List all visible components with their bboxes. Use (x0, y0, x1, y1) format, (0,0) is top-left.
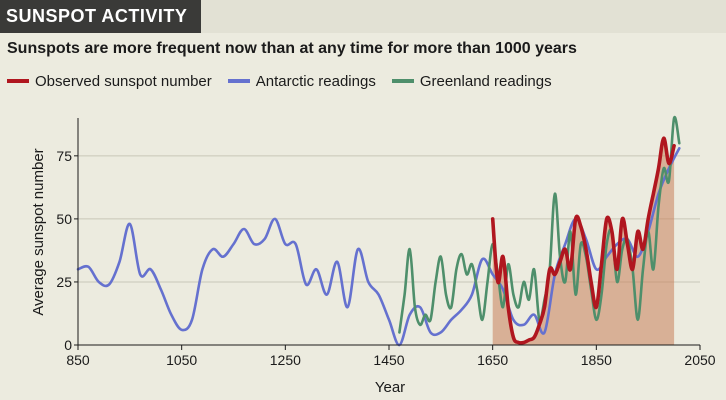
y-tick-label: 0 (64, 337, 72, 353)
x-tick-label: 850 (66, 352, 90, 368)
x-tick-label: 1650 (477, 352, 508, 368)
legend-swatch-greenland (391, 79, 414, 83)
legend-label-antarctic: Antarctic readings (255, 72, 376, 90)
y-axis-label: Average sunspot number (30, 148, 47, 315)
legend-label-observed: Observed sunspot number (35, 72, 212, 90)
chart-title: Sunspots are more frequent now than at a… (7, 40, 577, 57)
x-tick-label: 2050 (684, 352, 715, 368)
x-tick-label: 1250 (270, 352, 301, 368)
y-tick-label: 25 (56, 274, 72, 290)
x-tick-label: 1450 (373, 352, 404, 368)
x-tick-label: 1850 (581, 352, 612, 368)
legend-item-observed: Observed sunspot number (7, 73, 212, 90)
x-tick-label: 1050 (166, 352, 197, 368)
legend-swatch-observed (7, 79, 29, 83)
y-tick-label: 50 (56, 211, 72, 227)
series-observed-line (490, 136, 676, 345)
x-axis-label: Year (375, 379, 405, 396)
legend-swatch-antarctic (227, 79, 250, 83)
legend: Observed sunspot number Antarctic readin… (7, 70, 568, 92)
legend-item-greenland: Greenland readings (391, 72, 552, 90)
section-tag: SUNSPOT ACTIVITY (0, 0, 202, 33)
y-tick-label: 75 (56, 148, 72, 164)
legend-item-antarctic: Antarctic readings (227, 72, 376, 90)
legend-label-greenland: Greenland readings (419, 72, 552, 90)
